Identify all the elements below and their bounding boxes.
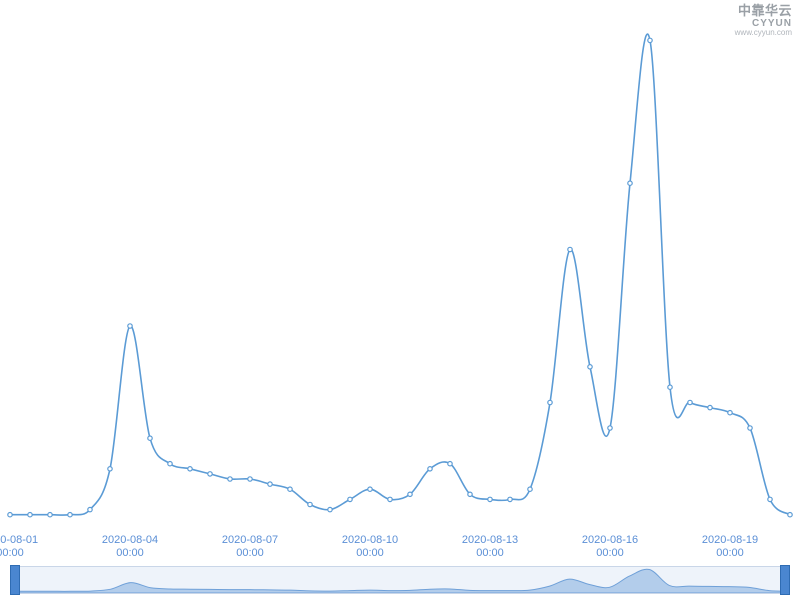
data-point[interactable] <box>208 472 212 476</box>
data-point[interactable] <box>788 513 792 517</box>
data-point[interactable] <box>388 497 392 501</box>
data-point[interactable] <box>168 462 172 466</box>
data-point[interactable] <box>728 411 732 415</box>
data-point[interactable] <box>48 513 52 517</box>
data-point[interactable] <box>628 181 632 185</box>
brush-mini-chart <box>11 567 789 593</box>
data-point[interactable] <box>128 324 132 328</box>
data-point[interactable] <box>588 365 592 369</box>
data-point[interactable] <box>8 513 12 517</box>
data-point[interactable] <box>368 487 372 491</box>
data-point[interactable] <box>28 513 32 517</box>
x-tick-label: 2020-08-1900:00 <box>702 534 758 560</box>
data-point[interactable] <box>528 487 532 491</box>
data-point[interactable] <box>568 247 572 251</box>
x-tick-label: 2020-08-1600:00 <box>582 534 638 560</box>
data-point[interactable] <box>248 477 252 481</box>
x-tick-label: 2020-08-0700:00 <box>222 534 278 560</box>
series-line <box>10 34 790 515</box>
x-tick-label: 2020-08-0100:00 <box>0 534 38 560</box>
data-point[interactable] <box>608 426 612 430</box>
x-tick-label: 2020-08-0400:00 <box>102 534 158 560</box>
data-point[interactable] <box>148 436 152 440</box>
data-point[interactable] <box>288 487 292 491</box>
data-point[interactable] <box>348 497 352 501</box>
data-point[interactable] <box>308 502 312 506</box>
data-point[interactable] <box>108 467 112 471</box>
data-point[interactable] <box>268 482 272 486</box>
brush-handle-left[interactable] <box>10 565 20 595</box>
data-point[interactable] <box>488 497 492 501</box>
data-point[interactable] <box>468 492 472 496</box>
data-point[interactable] <box>688 400 692 404</box>
data-point[interactable] <box>768 497 772 501</box>
data-point[interactable] <box>648 38 652 42</box>
data-point[interactable] <box>748 426 752 430</box>
data-point[interactable] <box>708 405 712 409</box>
data-point[interactable] <box>68 513 72 517</box>
line-chart-svg <box>0 0 800 600</box>
data-point[interactable] <box>88 507 92 511</box>
data-point[interactable] <box>548 400 552 404</box>
data-point[interactable] <box>188 467 192 471</box>
x-tick-label: 2020-08-1000:00 <box>342 534 398 560</box>
data-point[interactable] <box>668 385 672 389</box>
data-point[interactable] <box>408 492 412 496</box>
data-point[interactable] <box>328 507 332 511</box>
x-tick-label: 2020-08-1300:00 <box>462 534 518 560</box>
chart-container: 中靠华云 CYYUN www.cyyun.com 2020-08-0100:00… <box>0 0 800 600</box>
data-point[interactable] <box>428 467 432 471</box>
brush-handle-right[interactable] <box>780 565 790 595</box>
data-point[interactable] <box>508 497 512 501</box>
range-brush[interactable] <box>10 566 790 594</box>
data-point[interactable] <box>228 477 232 481</box>
brush-area-fill <box>11 569 789 593</box>
data-point[interactable] <box>448 462 452 466</box>
